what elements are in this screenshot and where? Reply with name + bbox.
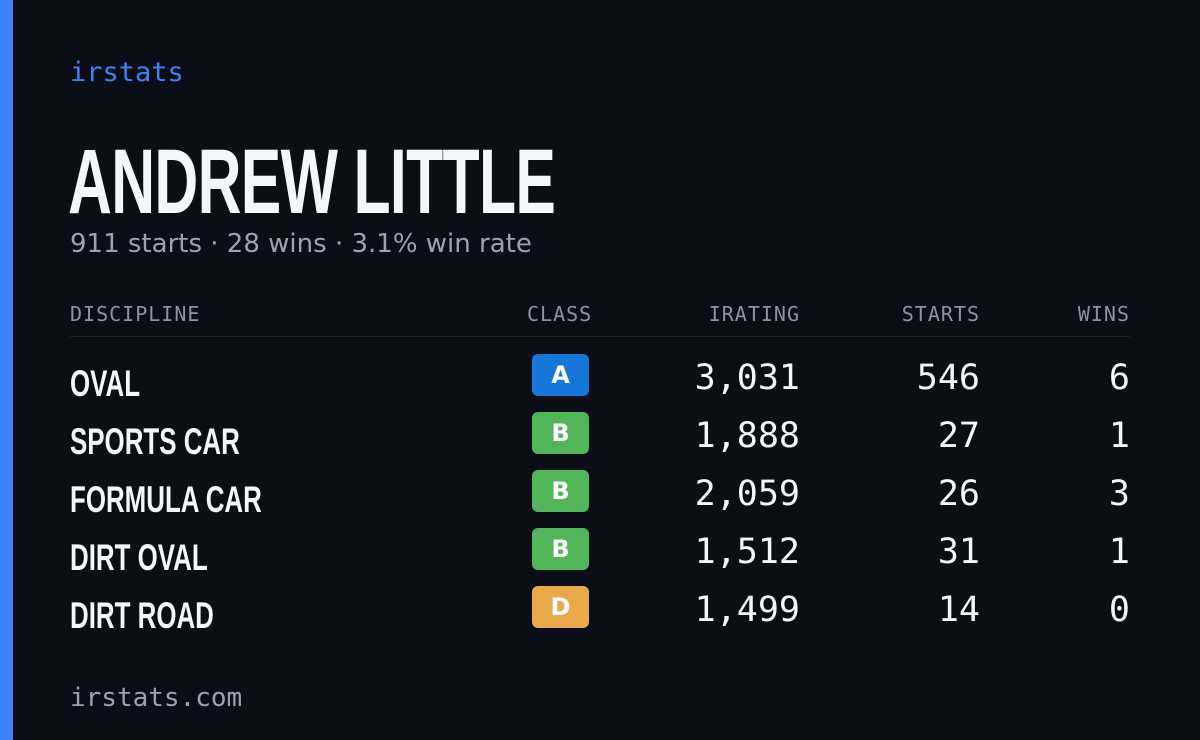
- driver-summary: 911 starts · 28 wins · 3.1% win rate: [70, 226, 532, 262]
- table-row: DIRT ROAD D 1,499 14 0: [0, 586, 1200, 644]
- driver-name: ANDREW LITTLE: [68, 131, 556, 233]
- irating-value: 1,888: [694, 416, 800, 456]
- starts-summary: 911 starts: [70, 229, 202, 259]
- class-badge: B: [532, 412, 589, 454]
- win-rate-summary: 3.1% win rate: [351, 229, 532, 259]
- wins-value: 0: [1108, 590, 1130, 630]
- starts-value: 14: [937, 590, 980, 630]
- brand-logo[interactable]: irstats: [70, 57, 184, 88]
- table-row: SPORTS CAR B 1,888 27 1: [0, 412, 1200, 470]
- discipline-name: DIRT OVAL: [70, 537, 208, 578]
- irating-value: 3,031: [694, 358, 800, 398]
- header-discipline: DISCIPLINE: [70, 302, 201, 326]
- irating-value: 2,059: [694, 474, 800, 514]
- table-row: FORMULA CAR B 2,059 26 3: [0, 470, 1200, 528]
- wins-value: 3: [1108, 474, 1130, 514]
- header-divider: [70, 336, 1130, 337]
- discipline-name: FORMULA CAR: [70, 479, 262, 520]
- class-badge: D: [532, 586, 589, 628]
- class-badge: B: [532, 470, 589, 512]
- wins-value: 6: [1108, 358, 1130, 398]
- header-class: CLASS: [527, 302, 593, 326]
- starts-value: 27: [937, 416, 980, 456]
- class-badge: B: [532, 528, 589, 570]
- wins-value: 1: [1108, 416, 1130, 456]
- discipline-name: OVAL: [70, 363, 141, 404]
- starts-value: 546: [916, 358, 980, 398]
- header-irating: IRATING: [708, 302, 800, 326]
- summary-separator: ·: [210, 229, 219, 259]
- starts-value: 26: [937, 474, 980, 514]
- summary-separator: ·: [334, 229, 344, 259]
- footer-url[interactable]: irstats.com: [70, 683, 243, 713]
- header-starts: STARTS: [901, 302, 980, 326]
- discipline-name: DIRT ROAD: [70, 595, 214, 636]
- accent-bar: [0, 0, 13, 740]
- discipline-name: SPORTS CAR: [70, 421, 240, 462]
- irating-value: 1,499: [694, 590, 800, 630]
- header-wins: WINS: [1077, 302, 1130, 326]
- table-row: DIRT OVAL B 1,512 31 1: [0, 528, 1200, 586]
- wins-summary: 28 wins: [226, 229, 327, 259]
- irating-value: 1,512: [694, 532, 800, 572]
- wins-value: 1: [1108, 532, 1130, 572]
- table-row: OVAL A 3,031 546 6: [0, 354, 1200, 412]
- class-badge: A: [532, 354, 589, 396]
- starts-value: 31: [937, 532, 980, 572]
